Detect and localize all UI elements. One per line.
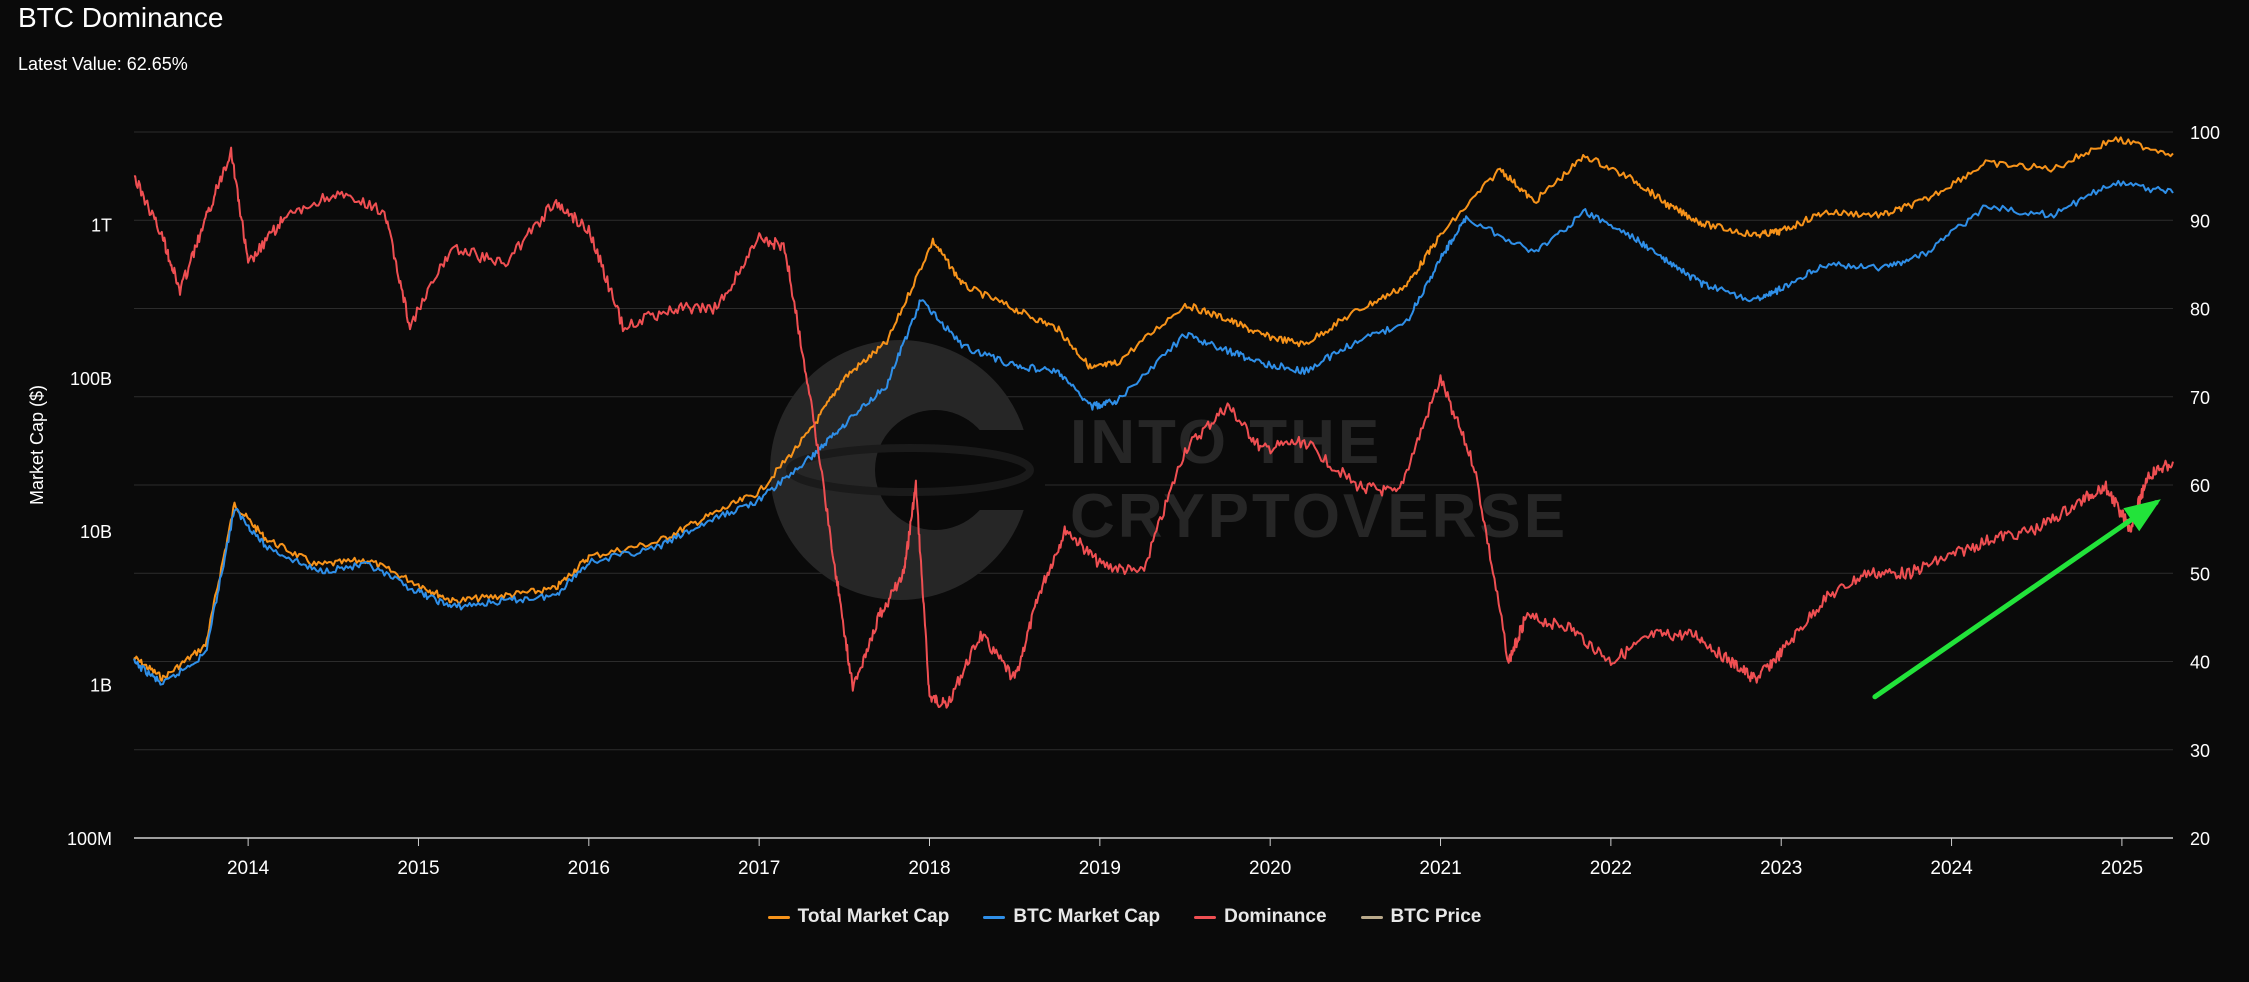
legend-label: BTC Price bbox=[1390, 906, 1482, 927]
x-tick-label: 2024 bbox=[1930, 858, 1973, 879]
y-right-tick-label: 30 bbox=[2190, 741, 2210, 761]
series-layer bbox=[133, 136, 2174, 709]
latest-value: Latest Value: 62.65% bbox=[18, 54, 188, 74]
watermark: INTO THE CRYPTOVERSE bbox=[770, 340, 1568, 600]
x-tick-label: 2025 bbox=[2101, 858, 2143, 879]
series-line-total-market-cap[interactable] bbox=[133, 136, 2174, 682]
trend-arrow-head bbox=[2123, 499, 2161, 532]
chart-title: BTC Dominance bbox=[18, 2, 224, 33]
y-right-tick-label: 50 bbox=[2190, 564, 2210, 584]
x-tick-label: 2015 bbox=[397, 858, 439, 879]
y-left-tick-label: 100M bbox=[67, 829, 112, 849]
y-right-tick-label: 90 bbox=[2190, 211, 2210, 231]
y-left-tick-label: 10B bbox=[80, 522, 112, 542]
x-tick-label: 2021 bbox=[1419, 858, 1461, 879]
y-axis-label: Market Cap ($) bbox=[27, 385, 47, 505]
y-right-tick-label: 60 bbox=[2190, 476, 2210, 496]
legend-item-total-market-cap[interactable]: Total Market Cap bbox=[767, 906, 950, 928]
series-line-dominance[interactable] bbox=[133, 146, 2174, 709]
legend-label: BTC Market Cap bbox=[1013, 906, 1161, 927]
y-left-tick-label: 100B bbox=[70, 369, 112, 389]
legend-item-btc-market-cap[interactable]: BTC Market Cap bbox=[983, 906, 1160, 928]
y-left-tick-label: 1B bbox=[90, 676, 112, 696]
watermark-line2: CRYPTOVERSE bbox=[1070, 482, 1568, 551]
y-right-tick-label: 20 bbox=[2190, 829, 2210, 849]
y-right-tick-label: 70 bbox=[2190, 388, 2210, 408]
x-tick-label: 2018 bbox=[908, 858, 950, 879]
axes: 2014 2015 2016 2017 2018 2019 2020 2021 2022 2023… bbox=[27, 123, 2220, 879]
x-tick-label: 2016 bbox=[568, 858, 610, 879]
trend-arrow-shaft bbox=[1872, 500, 2159, 700]
series-line-btc-market-cap[interactable] bbox=[133, 179, 2174, 686]
x-tick-label: 2014 bbox=[227, 858, 270, 879]
legend-item-btc-price[interactable]: BTC Price bbox=[1360, 906, 1482, 928]
legend-swatch bbox=[983, 915, 1006, 919]
legend-label: Total Market Cap bbox=[797, 906, 950, 927]
watermark-line1: INTO THE bbox=[1070, 408, 1382, 477]
legend-item-dominance[interactable]: Dominance bbox=[1194, 906, 1327, 928]
y-right-tick-label: 80 bbox=[2190, 300, 2210, 320]
y-left-tick-label: 1T bbox=[91, 215, 112, 235]
annotations bbox=[1872, 499, 2161, 700]
legend: Total Market Cap BTC Market Cap Dominanc… bbox=[0, 906, 2249, 928]
x-tick-label: 2017 bbox=[738, 858, 780, 879]
legend-swatch bbox=[1360, 915, 1383, 919]
legend-swatch bbox=[1194, 915, 1217, 919]
x-tick-label: 2019 bbox=[1079, 858, 1121, 879]
legend-swatch bbox=[767, 915, 790, 919]
x-tick-label: 2022 bbox=[1590, 858, 1632, 879]
y-right-tick-label: 40 bbox=[2190, 653, 2210, 673]
x-tick-label: 2023 bbox=[1760, 858, 1802, 879]
x-tick-label: 2020 bbox=[1249, 858, 1291, 879]
y-right-tick-label: 100 bbox=[2190, 123, 2220, 143]
legend-label: Dominance bbox=[1224, 906, 1327, 927]
